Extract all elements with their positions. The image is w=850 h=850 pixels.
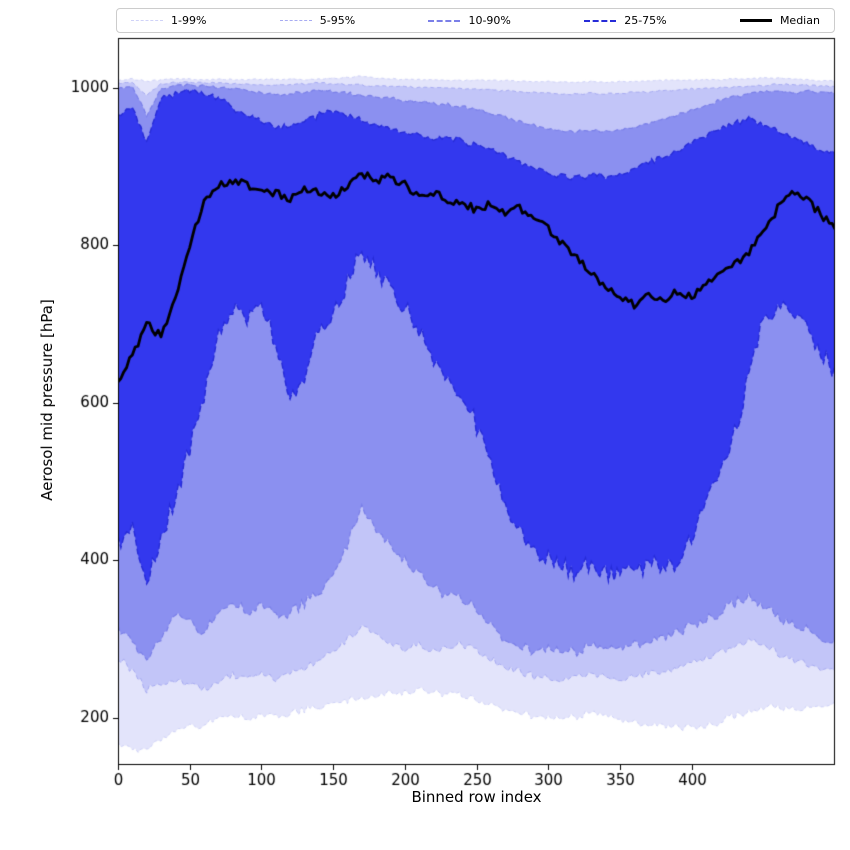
legend-label-1-99: 1-99% [171, 14, 207, 27]
legend-item-10-90: 10-90% [428, 14, 511, 27]
legend-line-sample-1-99 [131, 20, 163, 21]
legend-item-median: Median [739, 14, 820, 27]
legend-label-median: Median [779, 14, 820, 27]
legend-line-sample-5-95 [279, 20, 312, 21]
legend-line-sample-median [739, 19, 772, 22]
legend-line-sample-25-75 [584, 19, 617, 22]
legend-label-10-90: 10-90% [468, 14, 511, 27]
chart-legend: 1-99% 5-95% 10-90% 25-75% Median [116, 8, 835, 33]
legend-label-25-75: 25-75% [624, 14, 667, 27]
legend-item-5-95: 5-95% [279, 14, 356, 27]
legend-item-1-99: 1-99% [131, 15, 206, 26]
legend-item-25-75: 25-75% [584, 14, 667, 27]
legend-line-sample-10-90 [428, 19, 461, 22]
y-axis-label: Aerosol mid pressure [hPa] [38, 299, 56, 501]
legend-label-5-95: 5-95% [319, 14, 356, 27]
x-axis-label: Binned row index [411, 788, 542, 806]
